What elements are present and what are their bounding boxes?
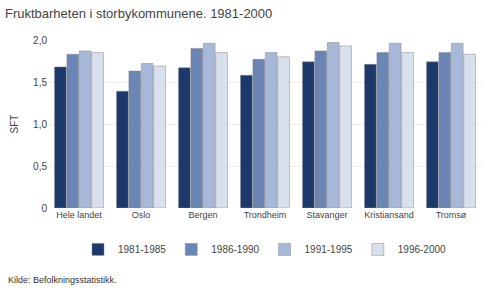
svg-text:1986-1990: 1986-1990: [211, 244, 259, 255]
svg-text:Trondheim: Trondheim: [244, 210, 287, 220]
svg-text:Kilde: Befolkningsstatistikk.: Kilde: Befolkningsstatistikk.: [8, 275, 117, 285]
svg-text:1981-1985: 1981-1985: [118, 244, 166, 255]
svg-text:1,5: 1,5: [33, 77, 47, 88]
svg-text:1,0: 1,0: [33, 119, 47, 130]
svg-text:Fruktbarheten i storbykommunen: Fruktbarheten i storbykommunene. 1981-20…: [5, 6, 272, 21]
svg-text:Oslo: Oslo: [132, 210, 151, 220]
svg-text:2,0: 2,0: [33, 35, 47, 46]
svg-text:0,5: 0,5: [33, 161, 47, 172]
svg-text:1996-2000: 1996-2000: [398, 244, 446, 255]
svg-text:Tromsø: Tromsø: [436, 210, 467, 220]
svg-text:1991-1995: 1991-1995: [305, 244, 353, 255]
svg-text:0: 0: [41, 203, 47, 214]
svg-text:Hele landet: Hele landet: [56, 210, 102, 220]
svg-text:SFT: SFT: [9, 115, 20, 134]
svg-text:Bergen: Bergen: [188, 210, 217, 220]
svg-text:Stavanger: Stavanger: [306, 210, 347, 220]
svg-text:Kristiansand: Kristiansand: [364, 210, 414, 220]
